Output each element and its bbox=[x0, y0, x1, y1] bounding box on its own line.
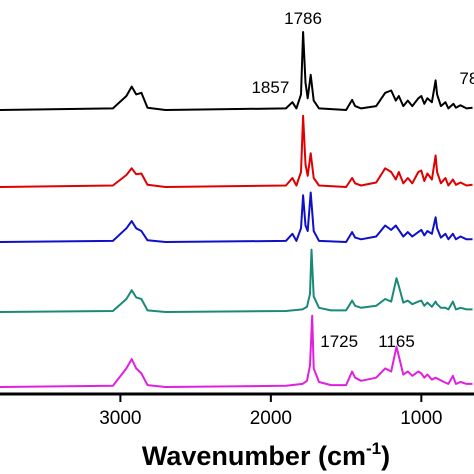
spectrum-line-1 bbox=[0, 31, 473, 111]
x-tick-label: 2000 bbox=[250, 408, 292, 429]
spectra-layer bbox=[0, 31, 473, 388]
spectrum-line-3 bbox=[0, 191, 473, 243]
peak-annotations: 1786 1857 787 1725 1165 bbox=[251, 9, 474, 351]
peak-label-787: 787 bbox=[459, 69, 474, 88]
peak-label-1725: 1725 bbox=[320, 332, 358, 351]
x-axis-label-superscript: -1 bbox=[366, 439, 381, 458]
spectrum-line-5 bbox=[0, 314, 473, 388]
x-tick-label: 3000 bbox=[99, 408, 141, 429]
x-axis-label-close: ) bbox=[381, 441, 390, 471]
peak-label-1165: 1165 bbox=[378, 332, 415, 351]
x-tick-label: 1000 bbox=[400, 408, 442, 429]
x-axis-label: Wavenumber (cm-1) bbox=[142, 439, 390, 471]
peak-label-1857: 1857 bbox=[251, 78, 289, 97]
spectrum-line-4 bbox=[0, 248, 473, 313]
peak-label-1786: 1786 bbox=[284, 9, 322, 28]
spectrum-line-2 bbox=[0, 114, 473, 188]
x-ticks: 3000 2000 1000 bbox=[99, 394, 442, 429]
